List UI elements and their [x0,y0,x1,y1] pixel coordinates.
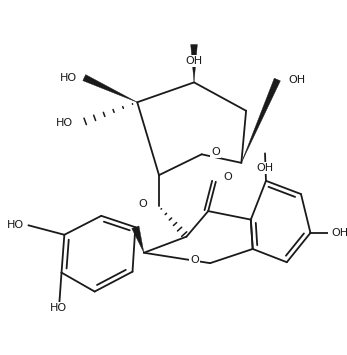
Text: O: O [211,147,220,157]
Text: OH: OH [185,56,203,66]
Text: O: O [190,255,199,265]
Polygon shape [242,78,280,163]
Text: HO: HO [50,303,67,313]
Text: HO: HO [7,220,24,230]
Text: OH: OH [256,163,273,173]
Polygon shape [191,44,197,82]
Polygon shape [132,226,144,253]
Text: OH: OH [289,75,306,84]
Text: OH: OH [331,228,347,238]
Text: HO: HO [60,73,77,83]
Text: O: O [138,200,147,209]
Polygon shape [83,75,137,102]
Text: O: O [223,172,232,182]
Text: HO: HO [56,118,73,128]
